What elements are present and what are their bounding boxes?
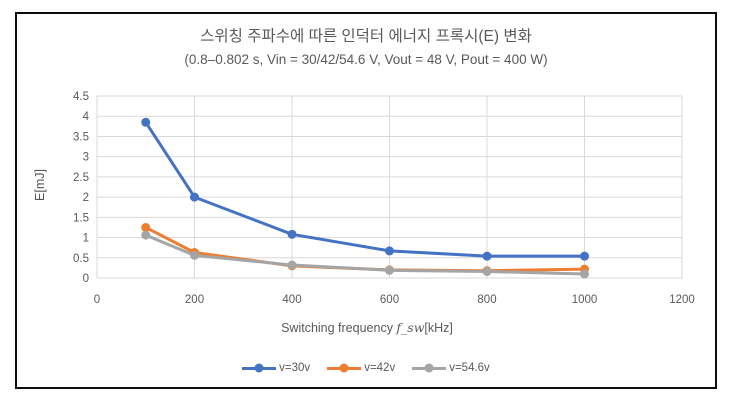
data-point-v=30v bbox=[580, 251, 589, 261]
legend-label: v=42v bbox=[364, 362, 396, 374]
data-point-v=54.6v bbox=[580, 269, 589, 279]
data-point-v=54.6v bbox=[287, 260, 297, 270]
data-point-v=54.6v bbox=[385, 265, 394, 275]
legend: v=30v v=42v v=54.6v bbox=[17, 362, 715, 374]
data-point-v=30v bbox=[385, 246, 394, 256]
legend-marker bbox=[242, 363, 277, 373]
data-point-v=54.6v bbox=[482, 267, 492, 277]
y-tick-label: 1 bbox=[83, 233, 89, 245]
data-point-v=30v bbox=[482, 251, 492, 261]
y-tick-label: 2 bbox=[83, 192, 89, 204]
legend-label: v=30v bbox=[279, 362, 311, 374]
legend-marker-dot bbox=[339, 363, 349, 373]
x-tick-label: 800 bbox=[477, 294, 496, 306]
legend-marker-dot bbox=[254, 363, 264, 373]
x-tick-label: 0 bbox=[94, 294, 100, 306]
data-point-v=30v bbox=[141, 117, 151, 127]
y-axis-title: E[mJ] bbox=[33, 169, 47, 201]
y-tick-label: 4 bbox=[83, 111, 90, 123]
y-tick-label: 4.5 bbox=[73, 91, 89, 103]
y-tick-label: 3.5 bbox=[73, 131, 89, 143]
legend-marker-dot bbox=[424, 363, 434, 373]
x-tick-label: 600 bbox=[380, 294, 399, 306]
x-tick-label: 200 bbox=[185, 294, 204, 306]
series-line-v=54.6v bbox=[144, 233, 586, 276]
x-axis-title: Switching frequency f_sw[kHz] bbox=[281, 320, 453, 335]
legend-item-v=42v: v=42v bbox=[327, 362, 395, 374]
y-tick-label: 0.5 bbox=[73, 253, 89, 265]
data-point-v=54.6v bbox=[141, 230, 151, 240]
data-point-v=30v bbox=[190, 192, 199, 202]
y-tick-label: 1.5 bbox=[73, 212, 89, 224]
y-tick-label: 2.5 bbox=[73, 172, 89, 184]
series-line-v=42v bbox=[144, 225, 586, 273]
chart-frame: 스위칭 주파수에 따른 인덕터 에너지 프록시(E) 변화 (0.8–0.802… bbox=[15, 12, 717, 389]
data-point-v=30v bbox=[287, 229, 297, 239]
x-tick-label: 1200 bbox=[669, 294, 695, 306]
plot-area: 0 0.5 1 1.5 2 2.5 3 3.5 4 4.5 0 200 400 600 800 1000 120… bbox=[33, 91, 695, 335]
series-line-v=30v bbox=[144, 120, 586, 258]
legend-label: v=54.6v bbox=[449, 362, 490, 374]
legend-item-v=54.6v: v=54.6v bbox=[412, 362, 490, 374]
chart-subtitle: (0.8–0.802 s, Vin = 30/42/54.6 V, Vout =… bbox=[184, 52, 548, 67]
x-tick-label: 1000 bbox=[572, 294, 598, 306]
legend-marker bbox=[327, 363, 362, 373]
y-tick-label: 0 bbox=[83, 273, 89, 285]
chart-title: 스위칭 주파수에 따른 인덕터 에너지 프록시(E) 변화 bbox=[200, 28, 532, 45]
legend-item-v=30v: v=30v bbox=[242, 362, 310, 374]
data-point-v=54.6v bbox=[190, 250, 199, 260]
x-tick-label: 400 bbox=[282, 294, 301, 306]
data-point-v=42v bbox=[141, 222, 151, 232]
legend-marker bbox=[412, 363, 447, 373]
y-tick-label: 3 bbox=[83, 152, 89, 164]
